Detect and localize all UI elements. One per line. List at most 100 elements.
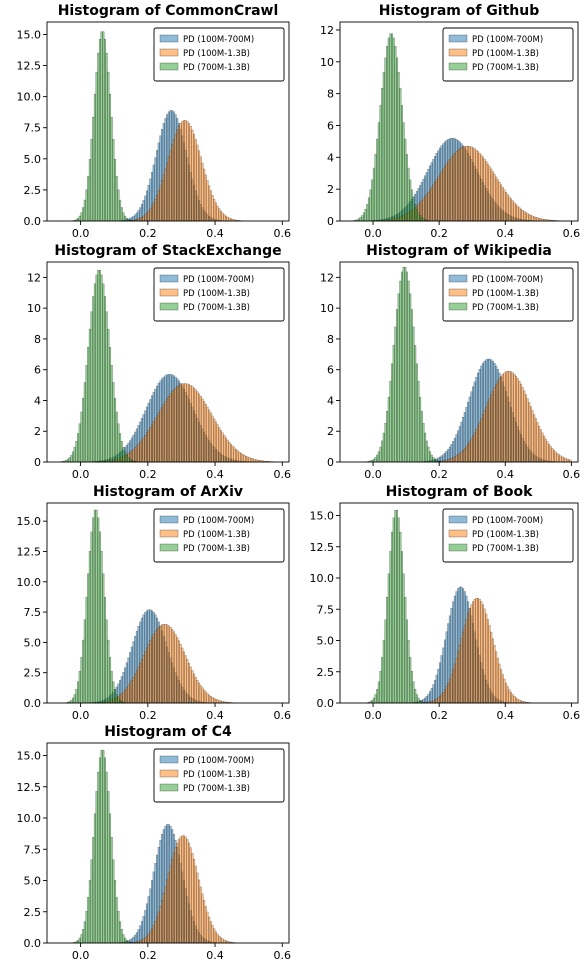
histogram-bar bbox=[186, 121, 189, 222]
histogram-bar bbox=[480, 154, 483, 222]
histogram-bar bbox=[90, 531, 93, 704]
histogram-bar bbox=[177, 126, 180, 222]
histogram-bar bbox=[206, 693, 209, 704]
series-3 bbox=[366, 267, 443, 463]
histogram-bar bbox=[533, 414, 536, 463]
histogram-bar bbox=[171, 859, 174, 944]
histogram-bar bbox=[387, 396, 390, 463]
histogram-bar bbox=[179, 836, 182, 944]
histogram-bar bbox=[187, 384, 191, 463]
histogram-bar bbox=[194, 139, 197, 222]
histogram-bar bbox=[515, 697, 518, 704]
histogram-bar bbox=[122, 691, 125, 704]
histogram-bar bbox=[167, 396, 170, 463]
histogram-bar bbox=[410, 309, 413, 463]
histogram-bar bbox=[149, 640, 152, 704]
histogram-bar bbox=[478, 599, 481, 704]
histogram-bar bbox=[100, 274, 103, 463]
histogram-bar bbox=[140, 939, 143, 944]
histogram-bar bbox=[204, 691, 207, 704]
legend-label: PD (100M-700M) bbox=[183, 275, 254, 285]
histogram-bar bbox=[87, 897, 90, 944]
histogram-bar bbox=[429, 451, 432, 463]
histogram-bar bbox=[83, 619, 86, 704]
histogram-bar bbox=[470, 604, 473, 704]
histogram-bar bbox=[386, 45, 389, 222]
histogram-bar bbox=[425, 440, 428, 463]
legend-label: PD (700M-1.3B) bbox=[472, 63, 539, 73]
histogram-bar bbox=[166, 398, 169, 463]
histogram-bar bbox=[424, 697, 427, 704]
histogram-bar bbox=[455, 455, 458, 463]
series-3 bbox=[60, 270, 138, 463]
histogram-bar bbox=[427, 192, 430, 222]
histogram-bar bbox=[372, 458, 375, 463]
histogram-bar bbox=[219, 430, 222, 463]
histogram-bar bbox=[75, 689, 78, 704]
histogram-bar bbox=[204, 403, 207, 463]
histogram-bar bbox=[184, 120, 187, 222]
legend-swatch bbox=[159, 288, 179, 297]
histogram-bar bbox=[432, 184, 435, 222]
chart-title: Histogram of Wikipedia bbox=[366, 243, 552, 259]
histogram-bar bbox=[510, 371, 513, 463]
histogram-bar bbox=[194, 865, 197, 944]
legend-swatch bbox=[448, 288, 468, 297]
histogram-bar bbox=[467, 613, 470, 704]
histogram-bar bbox=[374, 694, 377, 704]
histogram-bar bbox=[429, 691, 432, 704]
histogram-bar bbox=[201, 893, 204, 944]
legend-swatch bbox=[448, 302, 468, 311]
histogram-bar bbox=[162, 403, 165, 463]
histogram-bar bbox=[100, 551, 103, 704]
histogram-bar bbox=[513, 374, 516, 463]
histogram-bar bbox=[206, 180, 209, 222]
histogram-bar bbox=[389, 551, 392, 704]
histogram-bar bbox=[362, 212, 365, 222]
histogram-bar bbox=[543, 435, 546, 463]
histogram-bar bbox=[505, 682, 508, 704]
histogram-bar bbox=[404, 138, 407, 222]
histogram-bar bbox=[92, 116, 95, 222]
histogram-bar bbox=[394, 510, 397, 704]
histogram-bar bbox=[221, 432, 224, 463]
histogram-bar bbox=[402, 573, 405, 704]
histogram-bar bbox=[533, 216, 536, 222]
histogram-bar bbox=[182, 835, 185, 944]
histogram-bar bbox=[442, 692, 445, 704]
x-tick-label: 0.0 bbox=[364, 227, 382, 240]
legend-box bbox=[153, 27, 285, 82]
histogram-bar bbox=[152, 634, 155, 704]
histogram-bar bbox=[562, 457, 565, 463]
legend-label: PD (100M-1.3B) bbox=[472, 289, 539, 299]
histogram-bar bbox=[548, 443, 551, 463]
histogram-bar bbox=[473, 599, 476, 704]
y-tick-label: 15.0 bbox=[310, 510, 335, 523]
histogram-bar bbox=[98, 38, 101, 222]
histogram-bar bbox=[161, 406, 164, 463]
histogram-bar bbox=[98, 757, 101, 944]
histogram-bar bbox=[372, 167, 375, 222]
histogram-bar bbox=[127, 457, 130, 463]
y-tick-label: 10.0 bbox=[310, 572, 335, 585]
legend-swatch bbox=[159, 34, 179, 43]
legend-box bbox=[153, 267, 285, 322]
histogram-bar bbox=[538, 425, 541, 463]
histogram-bar bbox=[483, 608, 486, 704]
x-tick-label: 0.2 bbox=[139, 949, 157, 962]
histogram-bar bbox=[211, 697, 214, 704]
histogram-bar bbox=[171, 391, 174, 463]
histogram-bar bbox=[139, 663, 142, 704]
histogram-bar bbox=[430, 454, 433, 463]
histogram-bar bbox=[427, 446, 430, 463]
histogram-bar bbox=[209, 412, 212, 463]
histogram-bar bbox=[162, 893, 165, 944]
y-tick-label: 12 bbox=[27, 271, 41, 284]
histogram-bar bbox=[231, 445, 234, 463]
legend-label: PD (100M-700M) bbox=[472, 275, 543, 285]
histogram-bar bbox=[438, 696, 441, 704]
y-tick-label: 12.5 bbox=[17, 545, 42, 558]
histogram-bar bbox=[453, 663, 456, 704]
histogram-bar bbox=[448, 458, 451, 463]
histogram-bar bbox=[117, 910, 120, 944]
